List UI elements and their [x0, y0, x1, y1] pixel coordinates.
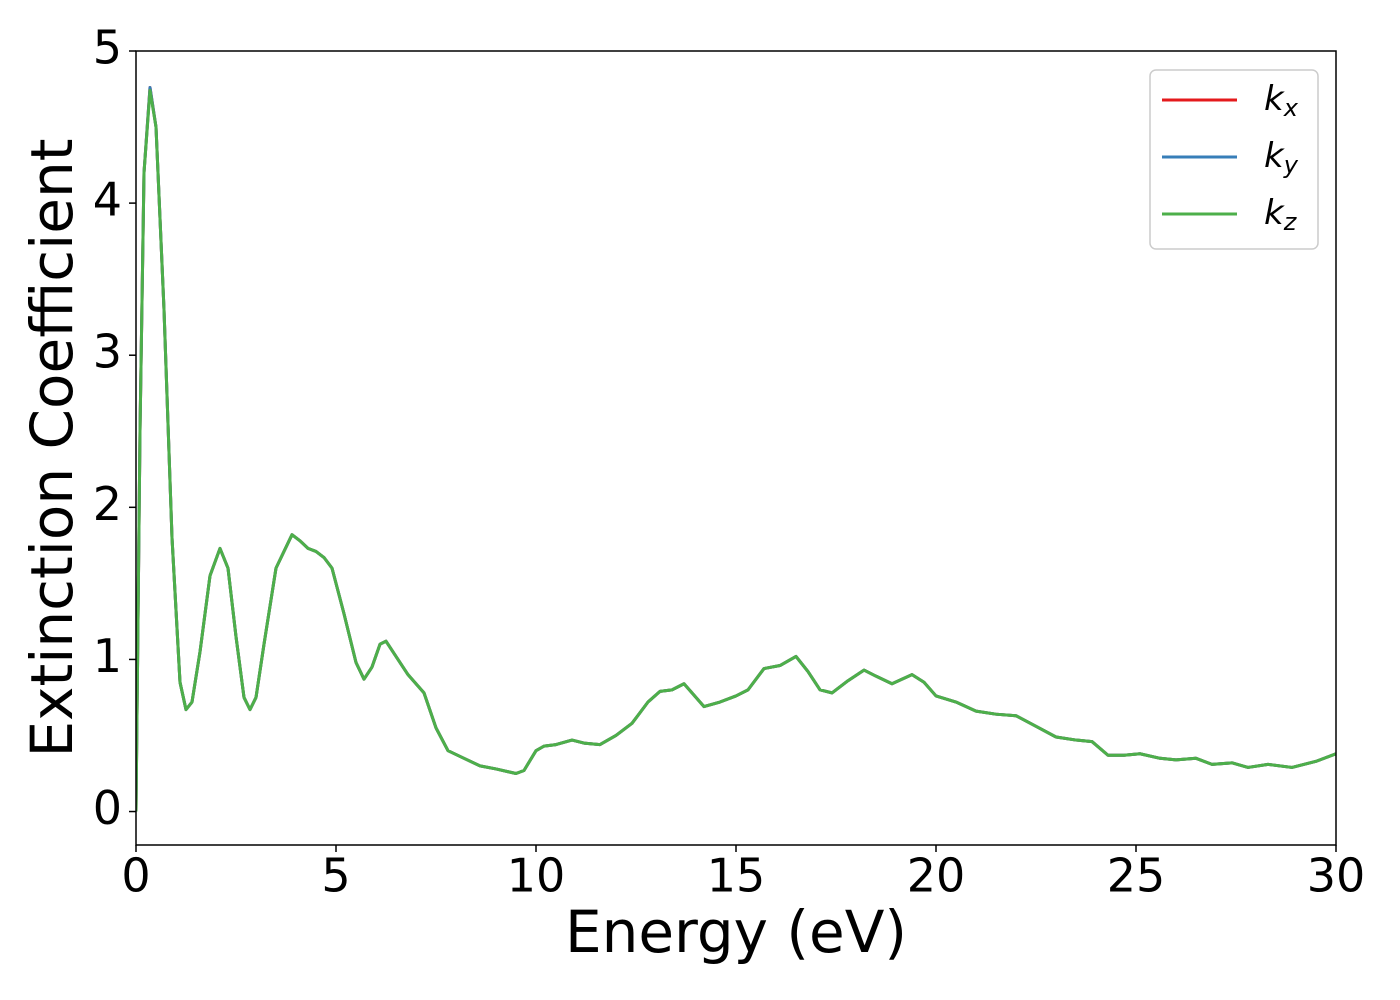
x-tick-label: 30 — [1307, 849, 1366, 903]
legend-box — [1149, 69, 1319, 250]
y-tick-label: 1 — [93, 629, 122, 683]
y-tick-label: 5 — [93, 21, 122, 75]
legend-label: ky — [1264, 136, 1299, 180]
x-tick-label: 15 — [707, 849, 766, 903]
x-tick-label: 20 — [907, 849, 966, 903]
x-axis-label: Energy (eV) — [565, 898, 907, 966]
y-tick-label: 0 — [93, 781, 122, 835]
x-tick-label: 5 — [321, 849, 350, 903]
x-tick-label: 25 — [1107, 849, 1166, 903]
line-series — [136, 89, 1336, 812]
x-tick-label: 0 — [121, 849, 150, 903]
legend-label: kx — [1264, 79, 1299, 123]
plot-frame — [135, 50, 1337, 846]
x-tick-label: 10 — [507, 849, 566, 903]
y-tick-label: 2 — [93, 477, 122, 531]
y-tick-label: 4 — [93, 173, 122, 227]
legend-label: kz — [1264, 193, 1298, 237]
y-tick-label: 3 — [93, 325, 122, 379]
y-axis-label: Extinction Coefficient — [18, 139, 86, 758]
